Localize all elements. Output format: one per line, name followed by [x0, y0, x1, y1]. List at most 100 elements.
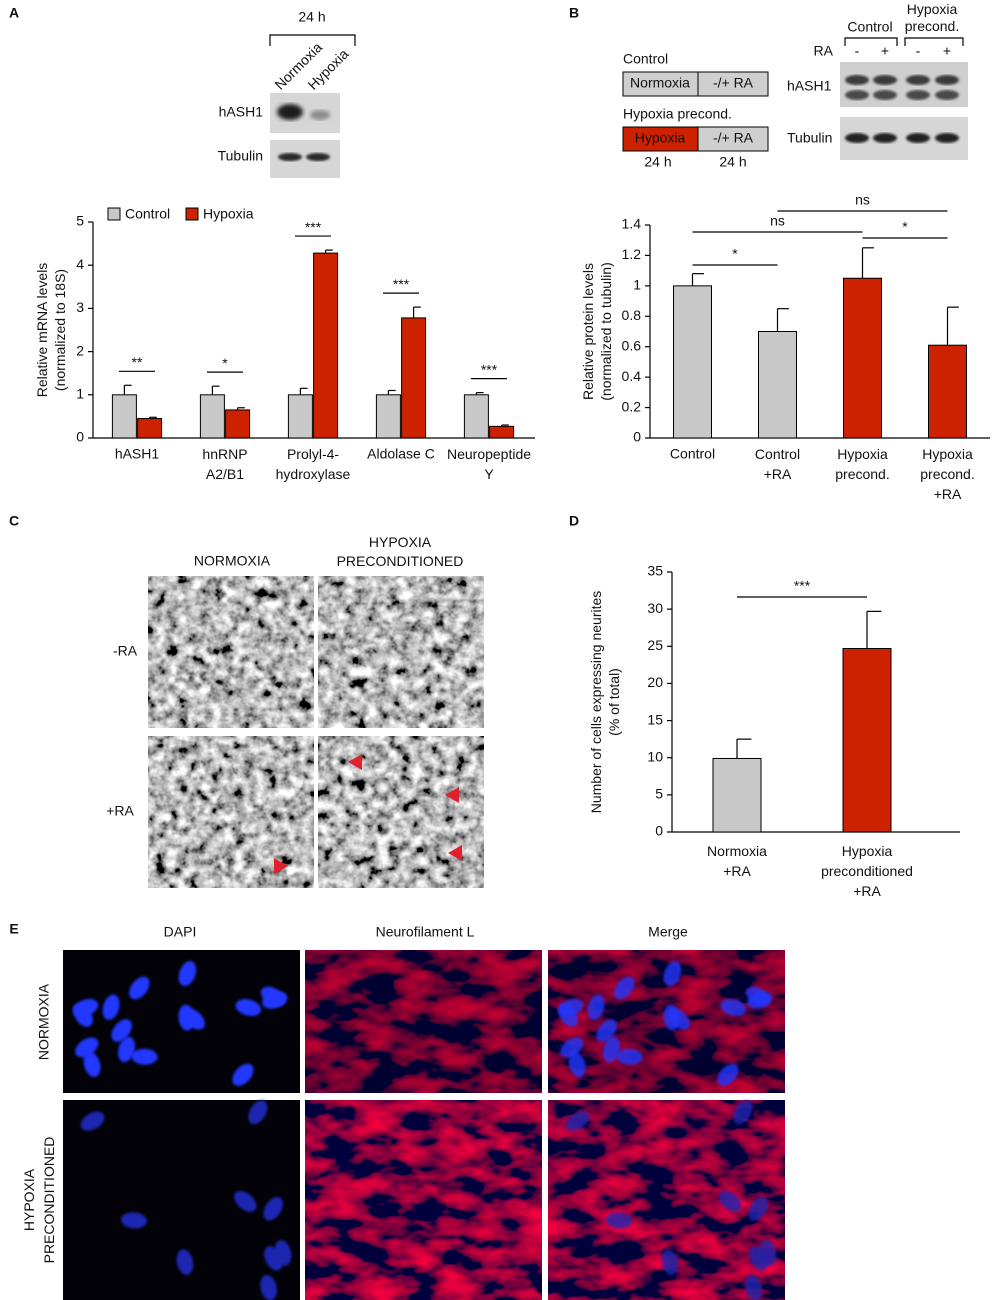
bar — [712, 757, 762, 833]
blot-band — [873, 133, 897, 143]
blot-band — [873, 75, 897, 85]
y-tick-label: 0.4 — [622, 368, 642, 384]
nucleus — [717, 1063, 739, 1086]
nucleus — [131, 1048, 158, 1065]
blot-band — [873, 90, 897, 100]
fluorescence-stain — [305, 950, 542, 1093]
nucleus — [176, 1249, 194, 1275]
scheme-stage: -/+ RA — [713, 75, 754, 91]
significance-label: *** — [794, 578, 811, 594]
bracket — [904, 37, 964, 46]
nucleus — [606, 1212, 632, 1229]
blot-band — [845, 75, 869, 85]
row-label: Tubulin — [218, 148, 263, 164]
column-label: Merge — [648, 924, 688, 940]
y-tick-label: 1.4 — [622, 216, 642, 232]
nucleus — [602, 1036, 621, 1063]
y-tick-label: 5 — [76, 213, 84, 229]
nucleus — [73, 998, 99, 1017]
bar — [842, 648, 892, 833]
significance-label: *** — [305, 219, 322, 235]
ra-lane: - — [855, 43, 860, 59]
nucleus — [260, 1274, 277, 1300]
bar — [673, 285, 712, 439]
nucleus — [558, 998, 584, 1017]
arrowhead — [445, 787, 459, 803]
significance-label: *** — [481, 361, 498, 377]
y-axis-label: Relative protein levels (normalized to tu… — [580, 262, 614, 401]
row-label: hASH1 — [219, 104, 264, 120]
y-tick-label: 30 — [647, 600, 663, 616]
duration-label: 24 h — [719, 154, 746, 170]
bracket — [844, 37, 898, 46]
blot-band — [906, 90, 930, 100]
significance-label: * — [222, 355, 228, 371]
nucleus — [111, 1019, 132, 1042]
group-label: Control — [847, 19, 892, 35]
nucleus — [667, 1008, 690, 1030]
panel-letter: E — [9, 921, 18, 937]
y-tick-label: 4 — [76, 256, 84, 272]
nucleus — [80, 1111, 105, 1131]
bar — [463, 394, 489, 439]
ra-lane: + — [943, 43, 951, 59]
y-tick-label: 35 — [647, 563, 663, 579]
column-label: NORMOXIA — [194, 553, 271, 569]
y-tick-label: 0 — [655, 823, 663, 839]
bar — [313, 252, 339, 439]
nucleus — [745, 1274, 762, 1300]
x-tick-label: Prolyl-4-hydroxylase — [276, 446, 351, 482]
panel-letter: D — [569, 513, 579, 529]
scheme-label: Control — [623, 51, 668, 67]
blot-band — [906, 75, 930, 85]
panel-letter: A — [9, 5, 19, 21]
bar — [489, 425, 515, 439]
bar — [199, 394, 225, 439]
scheme-stage: -/+ RA — [713, 130, 754, 146]
blot-band — [845, 133, 869, 143]
fluorescence-stain — [305, 1100, 542, 1300]
nucleus — [260, 986, 285, 1006]
scheme-box — [697, 71, 769, 97]
y-axis-label: Relative mRNA levels (normalized to 18S) — [34, 263, 68, 398]
ra-lane: + — [881, 43, 889, 59]
column-label: DAPI — [164, 924, 197, 940]
row-label: Tubulin — [787, 130, 832, 146]
row-label: -RA — [113, 643, 138, 659]
nucleus — [596, 1019, 617, 1042]
bar — [287, 394, 313, 439]
nucleus — [749, 1246, 768, 1271]
y-axis-label: Number of cells expressing neurites (% of… — [588, 591, 622, 814]
x-tick-label: hnRNP A2/B1 — [202, 446, 247, 482]
bar — [401, 317, 427, 439]
nucleus — [733, 1100, 753, 1125]
scheme-stage: Normoxia — [630, 75, 690, 91]
micrograph — [318, 576, 484, 728]
nucleus — [129, 976, 150, 1000]
nucleus — [102, 994, 120, 1020]
nucleus — [745, 986, 770, 1006]
blot-band — [277, 104, 303, 120]
group-label: Hypoxia precond. — [905, 1, 959, 34]
x-tick-label: Control — [670, 446, 715, 462]
scheme-box — [622, 126, 699, 152]
significance-label: * — [902, 219, 908, 235]
significance-label: *** — [393, 276, 410, 292]
nucleus — [616, 1048, 643, 1065]
y-tick-label: 1 — [76, 386, 84, 402]
nucleus — [121, 1212, 147, 1229]
y-tick-label: 1 — [633, 277, 641, 293]
arrowhead — [348, 754, 362, 770]
row-label: NORMOXIA — [36, 983, 52, 1060]
y-tick-label: 25 — [647, 637, 663, 653]
legend-swatch — [107, 207, 121, 221]
y-tick-label: 0.2 — [622, 398, 642, 414]
scheme-label: Hypoxia precond. — [623, 106, 732, 122]
x-tick-label: Control +RA — [755, 446, 800, 482]
legend-label: Control — [125, 206, 170, 222]
nucleus — [248, 1100, 268, 1125]
nucleus — [83, 1051, 101, 1078]
nucleus — [232, 1063, 254, 1086]
legend-swatch — [185, 207, 199, 221]
